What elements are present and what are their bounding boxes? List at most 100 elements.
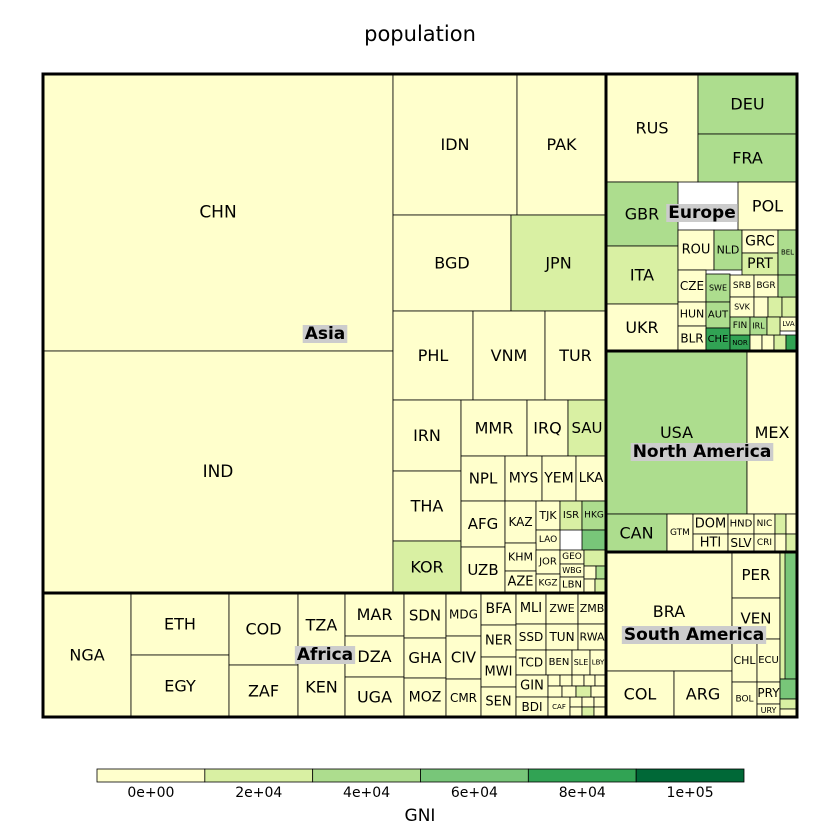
tile-label-lbn: LBN [562,580,582,591]
tile-label-chl: CHL [733,654,756,667]
tile-label-slv: SLV [730,536,752,550]
tile-ner [480,624,517,658]
tile-label-uzb: UZB [467,561,498,579]
tile-label-ita: ITA [630,266,654,285]
tile-label-isr: ISR [563,510,579,521]
small-tile [773,334,787,352]
tile-sdn [403,592,447,639]
tile-uzb [460,546,506,594]
tile-label-kgz: KGZ [538,579,557,589]
legend-ticks: 0e+00 2e+04 4e+04 6e+04 8e+04 1e+05 [127,785,713,801]
tile-label-irq: IRQ [533,419,561,438]
tile-swe [705,273,731,303]
small-tile [785,513,798,535]
small-tile [561,685,577,698]
tile-label-mmr: MMR [475,419,514,438]
legend-tick-label: 0e+00 [127,785,174,801]
tile-ind [42,350,394,594]
tile-tjk [535,500,561,531]
tile-label-civ: CIV [451,649,477,667]
small-tile [774,513,787,535]
tile-ssd [515,623,547,651]
tile-label-egy: EGY [164,677,196,696]
small-tile [766,316,781,336]
tile-label-nld: NLD [717,244,740,257]
small-tile [575,685,592,698]
tile-label-khm: KHM [508,551,533,564]
small-tile [785,334,798,352]
tile-label-jpn: JPN [544,254,571,273]
tile-label-tcd: TCD [518,656,543,670]
tile-label-ind: IND [203,462,234,482]
small-tile [781,296,798,318]
tile-gbr [605,181,679,247]
treemap-tiles: CHN IND IDN PAK BGD JPN PHL VNM TUR IRN THA MMR KOR I… [42,73,798,718]
tile-label-cri: CRI [757,538,772,548]
tile-label-hun: HUN [680,308,705,321]
tile-label-ukr: UKR [625,318,658,337]
tile-label-vnm: VNM [491,346,528,365]
tile-label-arg: ARG [686,685,720,704]
tile-tun [545,623,579,651]
small-tile [581,529,607,551]
tile-label-aze: AZE [507,575,533,590]
tile-irn [392,399,462,472]
tile-label-nor: NOR [732,339,748,347]
legend-swatch [527,768,637,783]
tile-fra [697,133,798,183]
tile-lka [575,455,607,502]
group-labels: Asia Africa Europe North America South Ameri… [294,203,774,665]
small-tile [593,696,607,708]
tile-label-mar: MAR [357,605,393,624]
tile-mmr [460,399,528,457]
tile-cmr [445,678,482,718]
tile-label-bgd: BGD [434,254,469,273]
tile-label-bgr: BGR [756,281,775,291]
tile-label-ven: VEN [741,610,772,628]
small-tile [583,565,597,580]
tile-label-svk: SVK [734,303,751,312]
tile-label-srb: SRB [733,281,751,291]
tile-civ [445,635,482,680]
tile-label-pol: POL [752,197,783,216]
tile-label-ury: URY [761,706,777,715]
tile-label-lva: LVA [782,320,794,328]
tile-label-tur: TUR [558,346,592,365]
tile-label-mys: MYS [509,471,539,487]
tile-label-ssd: SSD [519,630,543,644]
tile-jpn [510,214,607,312]
tile-label-swe: SWE [709,284,727,293]
small-tile [774,533,787,553]
tile-sen [480,686,517,718]
tile-label-ner: NER [485,634,512,649]
tile-label-phl: PHL [418,346,449,365]
tile-label-hkg: HKG [584,511,604,521]
small-tile [779,551,786,680]
tile-label-mwi: MWI [485,665,513,680]
tile-hkg [581,500,607,531]
small-tile [583,578,596,594]
group-label-background [630,443,774,461]
small-tile [583,549,607,567]
tile-label-cze: CZE [680,279,704,293]
legend-tick-label: 1e+05 [667,785,714,801]
tile-per [731,551,781,599]
tile-vnm [472,310,546,401]
tile-label-lka: LKA [579,471,604,486]
tile-label-pak: PAK [546,135,577,154]
small-tile [777,274,798,298]
tile-egy [130,654,230,718]
tile-label-mli: MLI [520,601,542,616]
tile-mex [746,350,798,515]
tile-label-kaz: KAZ [508,515,532,529]
tile-label-cod: COD [245,620,281,639]
tile-ben [545,649,573,676]
group-label-north-america: North America [633,442,772,462]
tile-arg [673,670,733,718]
tile-zaf [228,664,299,718]
small-tile [547,685,563,698]
small-tile [571,674,585,687]
legend-swatch [635,768,745,783]
tile-kaz [504,500,537,544]
tile-label-sen: SEN [485,695,511,710]
